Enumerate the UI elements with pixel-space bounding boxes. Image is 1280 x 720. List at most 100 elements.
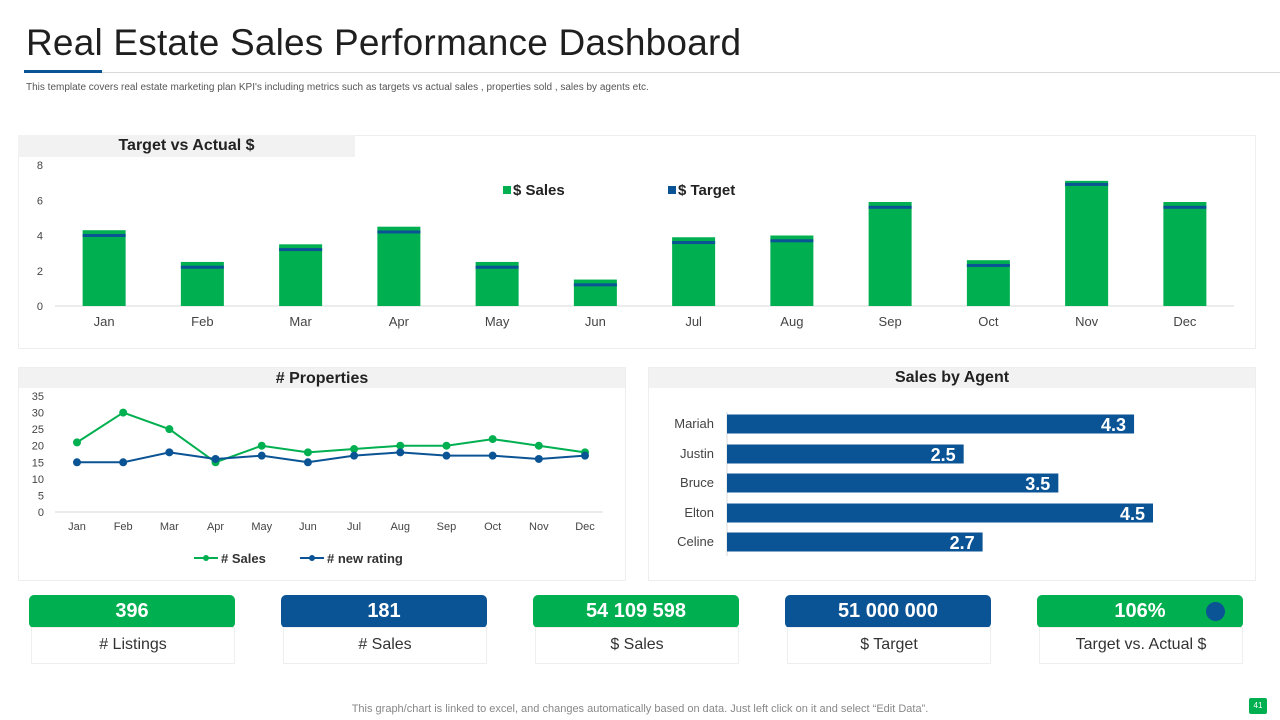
y-tick-label: 2	[37, 266, 43, 278]
series-1-point	[73, 438, 81, 447]
x-tick-label: Jun	[585, 314, 606, 329]
legend-swatch-target	[668, 186, 676, 194]
agent-label-justin: Justin	[680, 446, 714, 461]
agent-label-celine: Celine	[677, 534, 714, 549]
series-1-point	[442, 441, 451, 450]
sales-bar-oct	[966, 260, 1010, 306]
sales-bar-mar	[279, 244, 323, 306]
x-tick-label: Oct	[978, 314, 999, 329]
title-divider	[102, 72, 1280, 73]
properties-title: # Properties	[19, 368, 625, 388]
x-tick-label: Aug	[780, 314, 803, 329]
agent-value-mariah: 4.3	[1101, 415, 1126, 435]
legend-dot-sales	[203, 555, 209, 561]
legend-label-sales: $ Sales	[513, 182, 565, 199]
kpi-label-3: $ Sales	[535, 627, 739, 664]
page-title: Real Estate Sales Performance Dashboard	[26, 22, 742, 63]
series-1-point	[303, 448, 312, 457]
status-dot-icon	[1206, 602, 1225, 621]
sales-by-agent-chart[interactable]: Mariah 4.3 Justin 2.5 Bruce 3.5 Elton 4.5 Celine…	[648, 388, 1256, 580]
agent-bar-elton	[727, 503, 1153, 523]
sales-bar-jul	[672, 237, 716, 306]
series-1-point	[396, 441, 405, 450]
y-tick-label: 8	[37, 160, 43, 172]
sales-bar-feb	[180, 261, 224, 306]
x-tick-label: Jan	[94, 314, 115, 329]
y-tick-label: 4	[37, 231, 43, 243]
target-vs-actual-panel	[18, 135, 1256, 349]
sales-bar-may	[475, 261, 519, 306]
agent-bar-justin	[727, 444, 964, 464]
x-tick-label: Jul	[685, 314, 702, 329]
agent-value-celine: 2.7	[950, 533, 975, 553]
x-tick-label: Dec	[575, 521, 595, 533]
kpi-value-1: 396	[29, 595, 235, 628]
kpi-label-4: $ Target	[787, 627, 991, 664]
sales-bar-sep	[868, 202, 912, 306]
series-2-point	[73, 458, 81, 467]
agent-value-justin: 2.5	[931, 445, 956, 465]
y-tick-label: 20	[32, 441, 44, 453]
sales-by-agent-title: Sales by Agent	[649, 368, 1255, 388]
series-2-point	[350, 451, 359, 460]
x-tick-label: Aug	[390, 521, 410, 533]
title-accent-underline	[24, 70, 102, 73]
target-marker-dec	[1163, 205, 1207, 209]
target-marker-apr	[377, 230, 421, 234]
y-tick-label: 0	[38, 507, 44, 519]
properties-chart[interactable]: 0 5 10 15 20 25 30 35 Jan Feb Mar Apr May Jun Jul Aug Se…	[18, 388, 626, 580]
series-2-point	[442, 451, 451, 460]
agent-label-bruce: Bruce	[680, 475, 714, 490]
series-line-2	[77, 451, 586, 464]
properties-panel	[18, 367, 626, 581]
kpi-value-2: 181	[281, 595, 487, 628]
agent-value-elton: 4.5	[1120, 504, 1145, 524]
series-2-point	[534, 454, 543, 463]
target-marker-jan	[82, 234, 126, 237]
series-2-point	[165, 448, 174, 457]
sales-bar-nov	[1065, 180, 1109, 306]
x-tick-label: Dec	[1173, 314, 1197, 329]
target-marker-jul	[672, 241, 716, 245]
x-tick-label: May	[485, 314, 510, 329]
x-tick-label: Feb	[114, 521, 133, 533]
y-tick-label: 6	[37, 195, 43, 207]
target-marker-mar	[279, 248, 323, 252]
target-vs-actual-chart[interactable]: 0 2 4 6 8 Jan Feb Mar Apr May Jun Jul Aug Sep Oct Nov De…	[18, 157, 1256, 347]
y-tick-label: 0	[37, 301, 43, 313]
x-tick-label: May	[251, 521, 272, 533]
footer-note: This graph/chart is linked to excel, and…	[351, 703, 929, 715]
x-tick-label: Jul	[347, 521, 361, 533]
series-2-point	[211, 454, 220, 463]
x-tick-label: Apr	[389, 314, 410, 329]
series-2-point	[119, 458, 128, 467]
x-tick-label: Jan	[68, 521, 86, 533]
target-marker-may	[475, 265, 519, 269]
agent-value-bruce: 3.5	[1025, 474, 1050, 494]
series-2-point	[257, 451, 266, 460]
target-marker-nov	[1065, 182, 1109, 186]
x-tick-label: Oct	[484, 521, 501, 533]
kpi-label-2: # Sales	[283, 627, 487, 664]
series-2-point	[396, 448, 405, 457]
sales-bar-jan	[82, 230, 126, 306]
series-1-point	[488, 435, 497, 444]
x-tick-label: Sep	[437, 521, 457, 533]
y-tick-label: 25	[32, 424, 44, 436]
series-1-point	[534, 441, 543, 450]
series-2-point	[488, 451, 497, 460]
series-line-1	[76, 411, 586, 464]
target-vs-actual-title: Target vs Actual $	[18, 135, 355, 157]
target-marker-sep	[868, 205, 912, 209]
y-tick-label: 35	[32, 391, 44, 403]
x-tick-label: Mar	[160, 521, 179, 533]
series-2-point	[303, 458, 312, 467]
sales-bar-apr	[377, 226, 421, 306]
agent-label-mariah: Mariah	[674, 416, 714, 431]
x-tick-label: Nov	[1075, 314, 1099, 329]
target-marker-oct	[966, 263, 1010, 267]
legend-label-target: $ Target	[678, 182, 735, 199]
sales-bar-dec	[1163, 202, 1207, 306]
series-1-point	[350, 445, 359, 454]
kpi-label-1: # Listings	[31, 627, 235, 664]
